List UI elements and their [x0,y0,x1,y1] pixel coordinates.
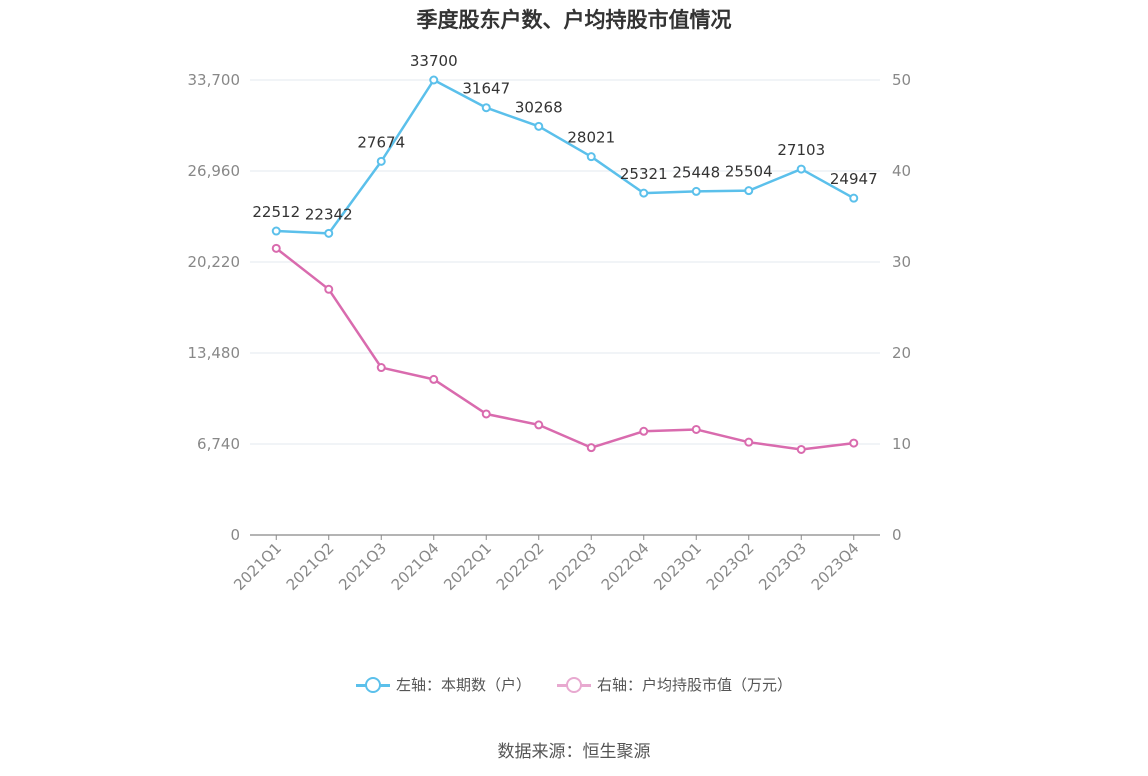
x-tick-label: 2021Q4 [388,539,443,594]
right-tick-label: 40 [892,162,911,180]
series-line-1 [275,247,854,451]
data-point [796,444,806,454]
data-point [271,226,281,236]
x-tick-label: 2023Q2 [703,539,758,594]
x-tick-label: 2021Q1 [230,539,285,594]
legend-label-left-series: 左轴：本期数（户） [395,676,531,694]
data-label: 33700 [410,52,458,70]
left-tick-label: 33,700 [188,71,241,89]
legend-item-right-series[interactable]: 右轴：户均持股市值（万元） [557,674,792,695]
x-tick-label: 2022Q2 [493,539,548,594]
data-label: 31647 [462,80,510,98]
data-point [324,284,334,294]
data-label: 22342 [305,205,353,223]
legend-swatch-pink-icon [557,675,591,695]
x-tick-label: 2021Q2 [283,539,338,594]
legend-label-right-series: 右轴：户均持股市值（万元） [597,676,793,694]
left-tick-label: 20,220 [188,253,241,271]
data-label: 25504 [725,163,773,181]
right-tick-label: 50 [892,71,911,89]
data-point [271,243,281,253]
grid-lines [250,79,880,445]
data-point [796,164,806,174]
x-tick-label: 2022Q1 [440,539,495,594]
chart-title: 季度股东户数、户均持股市值情况 [416,8,732,32]
right-tick-label: 20 [892,344,911,362]
data-point [481,409,491,419]
data-point [639,188,649,198]
x-tick-label: 2023Q1 [650,539,705,594]
left-tick-label: 0 [230,526,240,544]
legend-item-left-series[interactable]: 左轴：本期数（户） [355,674,531,695]
data-point [691,424,701,434]
data-label: 25321 [620,165,668,183]
data-point [691,186,701,196]
data-label: 30268 [515,98,563,116]
x-tick-label: 2021Q3 [335,539,390,594]
right-tick-label: 30 [892,253,911,271]
series-lines [275,78,855,451]
data-label: 28021 [567,129,615,147]
data-point [324,228,334,238]
x-tick-label: 2022Q3 [545,539,600,594]
data-label: 25448 [672,163,720,181]
data-label: 27674 [357,133,405,151]
data-point [429,374,439,384]
data-point [849,438,859,448]
data-label: 22512 [252,203,300,221]
data-point [586,443,596,453]
data-point [849,193,859,203]
data-point [639,426,649,436]
data-source: 数据来源：恒生聚源 [497,742,651,762]
data-point [534,121,544,131]
data-points [271,75,859,454]
right-tick-label: 10 [892,435,911,453]
x-tick-label: 2022Q4 [598,539,653,594]
left-tick-label: 13,480 [188,344,241,362]
data-point [376,156,386,166]
data-point [481,103,491,113]
legend: 左轴：本期数（户） 右轴：户均持股市值（万元） [0,674,1148,695]
right-tick-label: 0 [892,526,902,544]
x-tick-label: 2023Q3 [755,539,810,594]
data-label: 27103 [777,141,825,159]
data-point [534,420,544,430]
series-line-0 [276,78,855,235]
data-point [429,75,439,85]
left-tick-label: 6,740 [197,435,240,453]
data-point [586,152,596,162]
data-point [744,186,754,196]
data-point [376,363,386,373]
data-label: 24947 [830,170,878,188]
x-tick-label: 2023Q4 [808,539,863,594]
legend-swatch-blue-icon [355,675,390,695]
left-tick-label: 26,960 [188,162,241,180]
data-point [744,437,754,447]
